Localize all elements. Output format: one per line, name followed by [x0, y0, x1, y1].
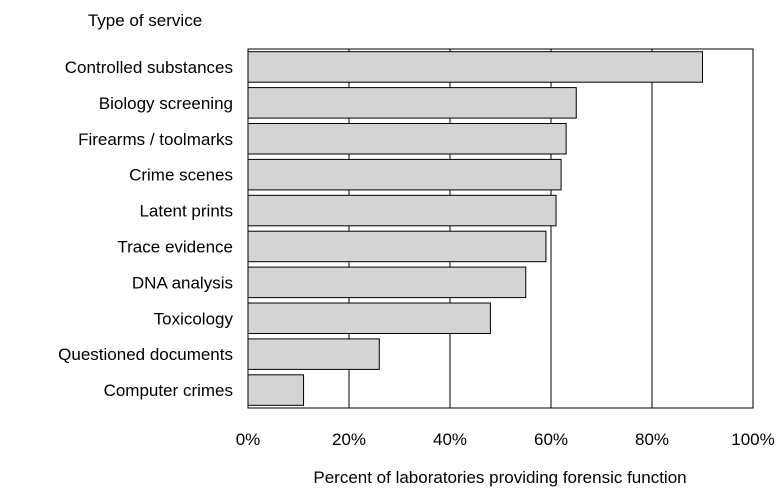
category-label: Latent prints [139, 202, 233, 221]
category-label: DNA analysis [132, 273, 233, 292]
bar-4 [247, 158, 562, 191]
tick-label: 80% [635, 430, 669, 449]
category-label: Computer crimes [104, 381, 233, 400]
category-label: Crime scenes [129, 166, 233, 185]
plot-frame [247, 48, 754, 409]
tick-labels: 0% 20% 40% 60% 80% 100% [236, 430, 775, 449]
tick-label: 60% [534, 430, 568, 449]
bar-8 [247, 302, 491, 334]
tick-label: 100% [731, 430, 774, 449]
category-label: Firearms / toolmarks [78, 130, 233, 149]
category-label: Questioned documents [58, 345, 233, 364]
tick-label: 40% [433, 430, 467, 449]
bar-1 [247, 51, 703, 83]
bar-5 [247, 194, 557, 227]
category-label: Toxicology [154, 309, 234, 328]
tick-label: 0% [236, 430, 261, 449]
category-label: Biology screening [99, 94, 233, 113]
bar-3 [247, 123, 567, 155]
category-axis-title: Type of service [88, 11, 202, 30]
bar-10 [247, 374, 305, 406]
bar-2 [247, 87, 577, 119]
category-label: Trace evidence [117, 237, 233, 256]
tick-label: 20% [332, 430, 366, 449]
bar-6 [247, 230, 547, 263]
bar-9 [247, 338, 380, 370]
x-axis-title: Percent of laboratories providing forens… [313, 468, 686, 487]
bars [247, 51, 703, 406]
bar-7 [247, 266, 527, 299]
category-label: Controlled substances [65, 58, 233, 77]
category-labels: Controlled substances Biology screening Fi… [58, 58, 233, 400]
